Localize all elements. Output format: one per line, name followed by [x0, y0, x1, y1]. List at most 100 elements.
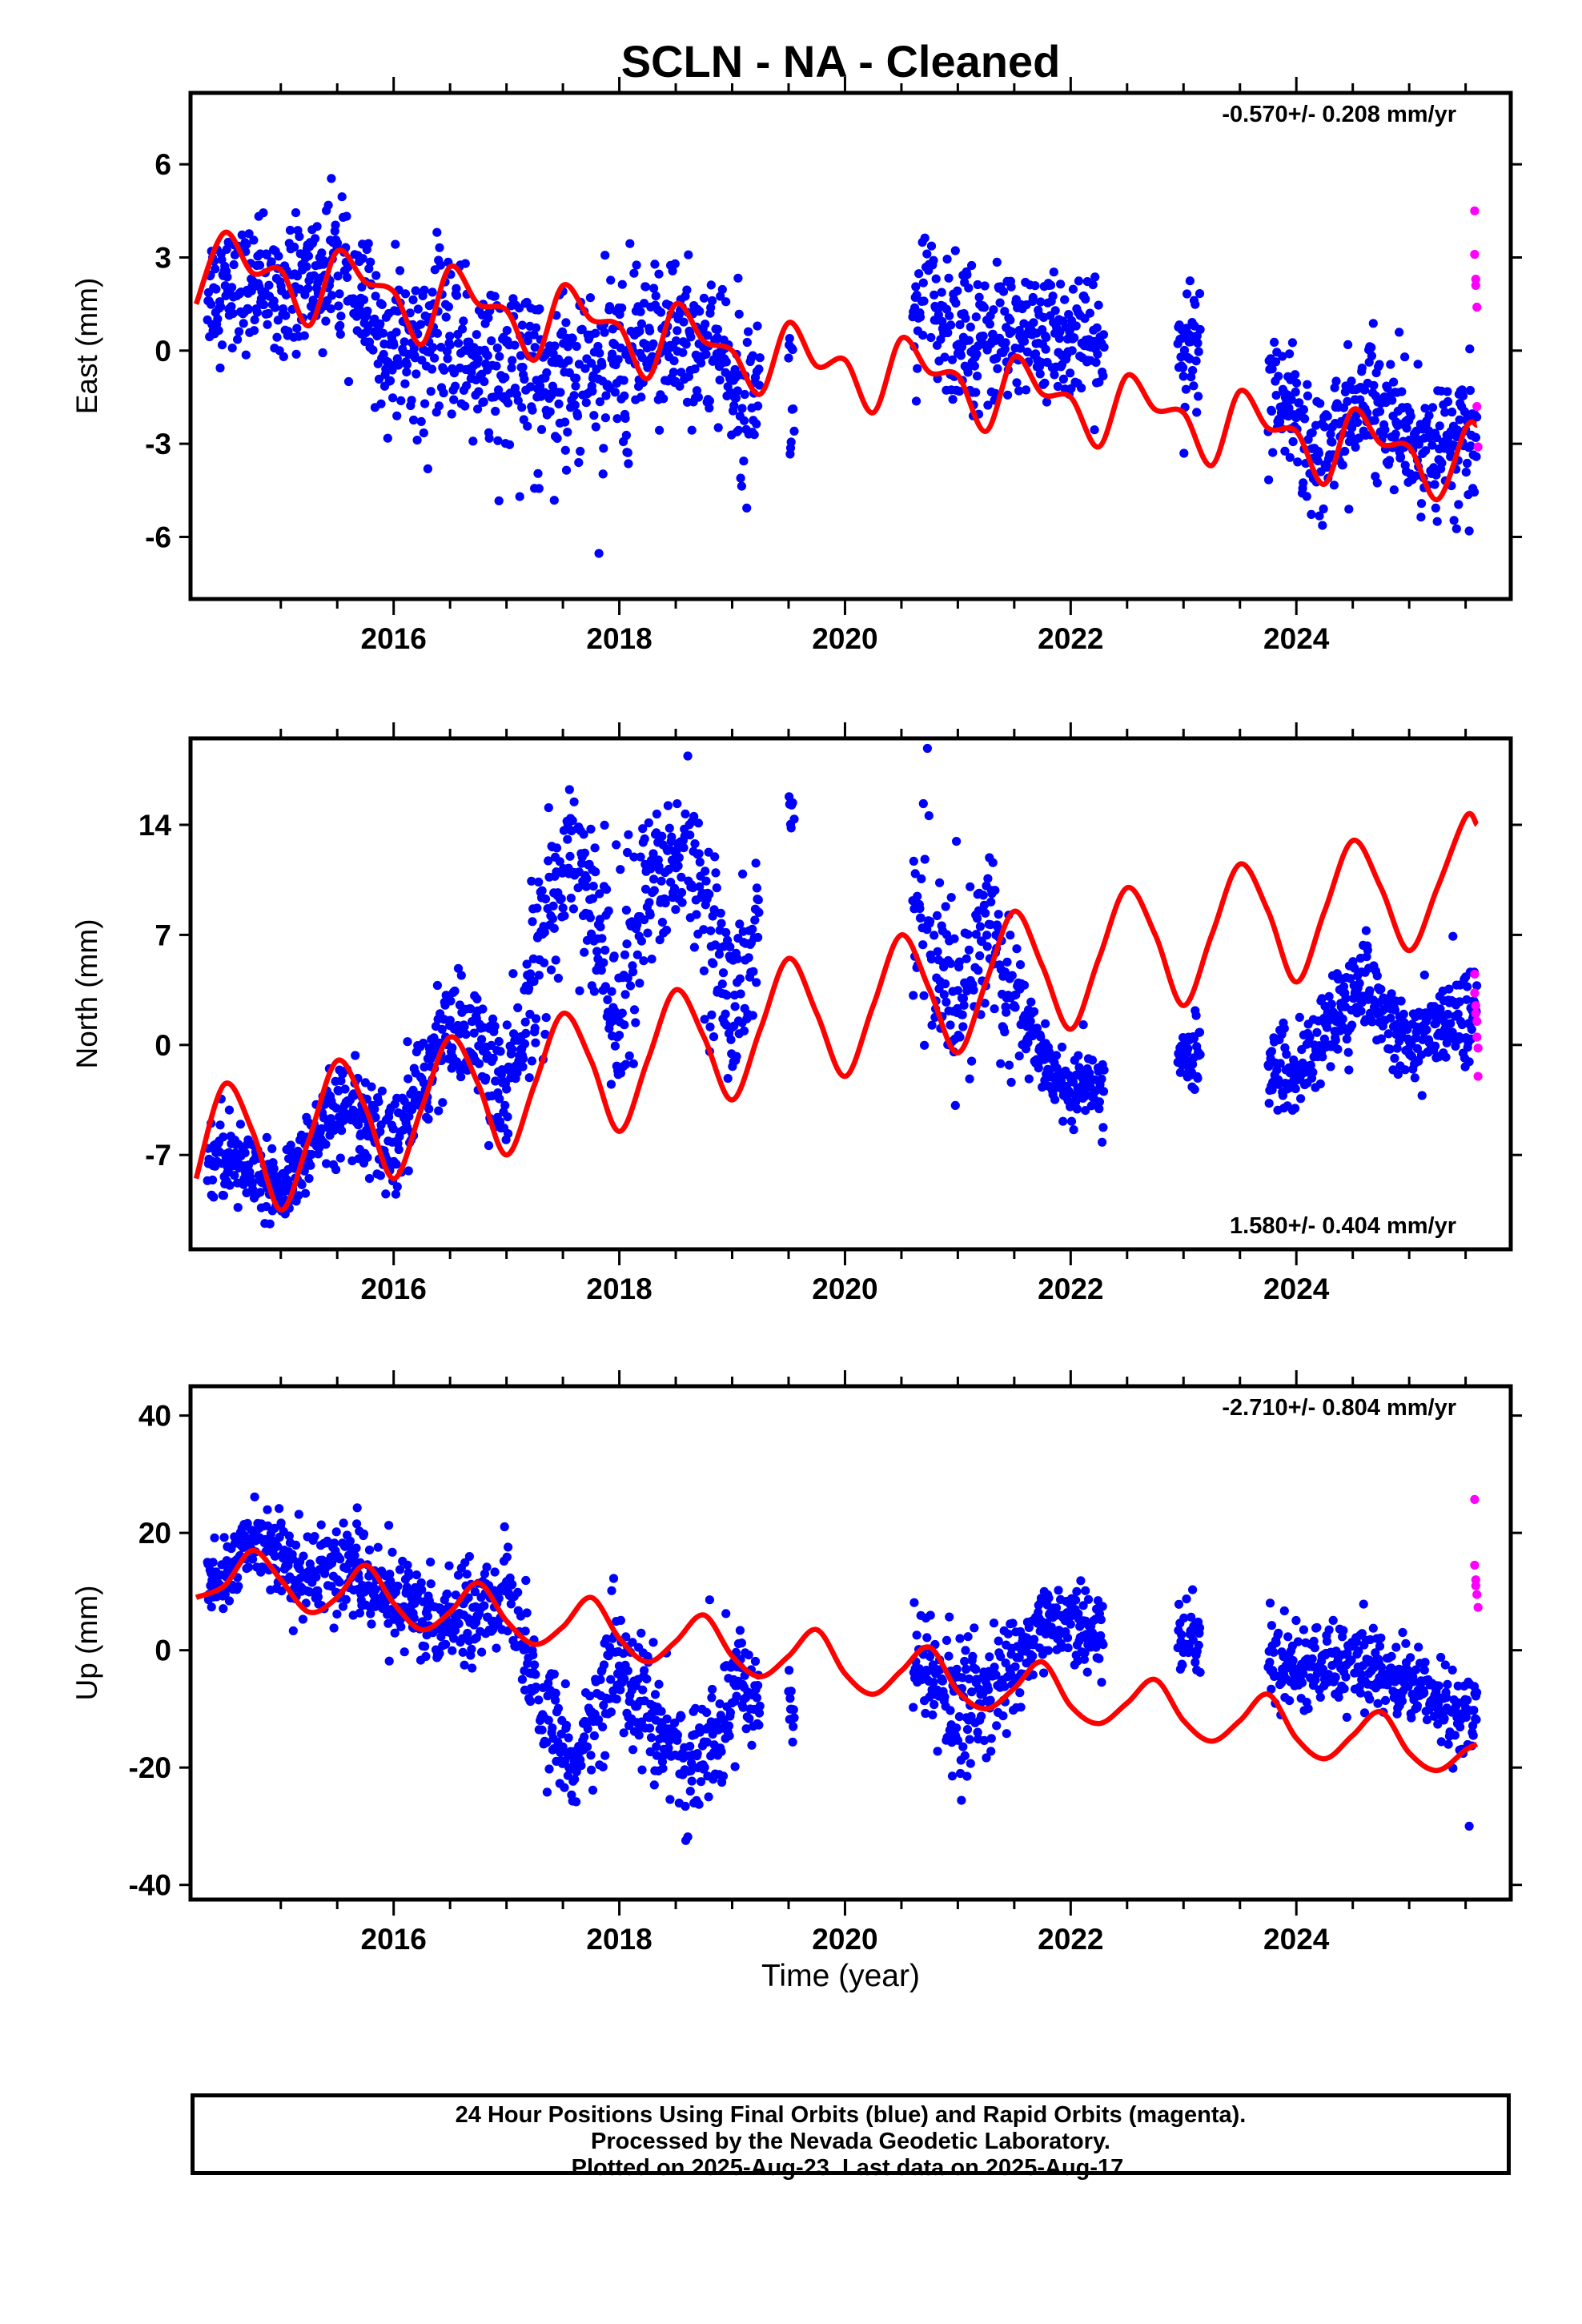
x-tick-label: 2018	[586, 622, 652, 655]
final-point	[710, 852, 720, 862]
final-point	[500, 372, 510, 382]
final-point	[561, 465, 572, 475]
final-point	[950, 934, 959, 943]
final-point	[531, 1014, 541, 1023]
x-tick-label: 2024	[1263, 622, 1330, 655]
final-point	[228, 309, 238, 319]
final-point	[545, 407, 555, 416]
final-point	[942, 1635, 952, 1645]
final-point	[1317, 994, 1327, 1003]
final-point	[670, 259, 680, 268]
final-point	[1028, 292, 1038, 303]
final-point	[1267, 364, 1277, 374]
final-point	[991, 1670, 1001, 1679]
final-point	[1383, 1029, 1393, 1039]
final-point	[340, 1084, 350, 1094]
final-point	[600, 328, 609, 337]
final-point	[600, 1751, 610, 1760]
final-point	[598, 469, 608, 479]
final-point	[588, 894, 598, 903]
final-point	[1264, 1099, 1274, 1108]
final-point	[1194, 1640, 1203, 1650]
final-point	[403, 1037, 412, 1047]
final-point	[332, 238, 343, 248]
final-point	[460, 259, 470, 268]
final-point	[377, 1086, 387, 1096]
final-point	[327, 174, 336, 183]
final-point	[1272, 1065, 1282, 1075]
final-point	[973, 914, 982, 923]
final-point	[572, 341, 581, 352]
final-point	[391, 1189, 400, 1199]
final-point	[947, 1771, 958, 1781]
final-point	[1375, 1642, 1385, 1651]
final-point	[326, 304, 335, 314]
final-point	[1280, 446, 1290, 456]
final-point	[595, 397, 605, 407]
final-point	[1271, 357, 1281, 367]
final-point	[318, 348, 327, 358]
final-point	[1090, 425, 1099, 435]
final-point	[1070, 333, 1079, 343]
final-point	[1094, 1654, 1104, 1663]
final-point	[1389, 377, 1399, 387]
final-point	[755, 1701, 765, 1711]
final-point	[1399, 1009, 1408, 1019]
final-point	[262, 250, 271, 259]
final-point	[645, 1747, 655, 1757]
final-point	[580, 848, 590, 858]
final-point	[1051, 1603, 1062, 1613]
east-y-axis-label: East (mm)	[70, 278, 103, 415]
final-point	[750, 915, 760, 925]
final-point	[564, 1733, 573, 1743]
final-point	[735, 1626, 745, 1635]
final-point	[552, 843, 562, 853]
final-point	[377, 300, 387, 309]
final-point	[508, 1044, 517, 1054]
final-point	[1370, 416, 1379, 425]
final-point	[1190, 1084, 1199, 1094]
final-point	[1339, 1626, 1348, 1635]
final-point	[319, 256, 329, 266]
final-point	[579, 830, 588, 839]
final-point	[249, 235, 259, 245]
final-point	[957, 1795, 966, 1805]
final-point	[608, 1574, 619, 1583]
final-point	[677, 898, 687, 907]
final-point	[1369, 380, 1379, 390]
final-point	[381, 364, 391, 374]
final-point	[388, 393, 398, 403]
final-point	[1030, 1634, 1039, 1644]
final-point	[1034, 1063, 1043, 1073]
final-point	[993, 364, 1002, 373]
final-point	[717, 284, 727, 295]
final-point	[624, 830, 633, 839]
final-point	[648, 1638, 658, 1647]
final-point	[470, 1587, 480, 1597]
final-point	[428, 343, 438, 352]
final-point	[1390, 1005, 1400, 1015]
final-point	[621, 1632, 631, 1642]
final-point	[532, 903, 542, 913]
final-point	[338, 1602, 348, 1611]
final-point	[494, 496, 504, 506]
final-point	[421, 1651, 431, 1662]
final-point	[269, 296, 279, 306]
final-point	[243, 304, 254, 314]
final-point	[444, 302, 454, 312]
final-point	[1089, 336, 1098, 346]
final-point	[495, 352, 504, 361]
final-point	[1048, 292, 1058, 301]
final-point	[1293, 1637, 1303, 1647]
final-point	[1386, 1013, 1395, 1023]
final-point	[1310, 1643, 1319, 1653]
final-point	[1424, 411, 1434, 420]
final-point	[930, 1699, 939, 1710]
final-point	[1016, 1703, 1026, 1712]
final-point	[1264, 475, 1274, 485]
final-point	[335, 1153, 345, 1163]
final-point	[568, 334, 577, 344]
final-point	[709, 959, 718, 968]
rapid-point	[1473, 442, 1483, 452]
final-point	[651, 292, 661, 301]
